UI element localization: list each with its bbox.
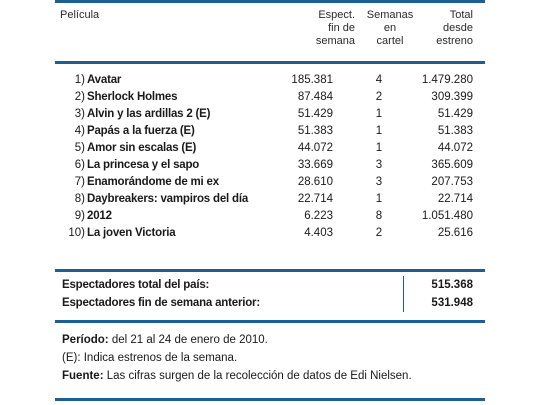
row-total: 1.051.480 [421,210,473,222]
row-total: 309.399 [431,91,473,103]
table-row: 3) Alvin y las ardillas 2 (E) 51.429 1 5… [55,106,485,123]
note-periodo-text: del 21 al 24 de enero de 2010. [108,334,268,346]
row-total: 1.479.280 [421,74,473,86]
row-total: 25.616 [437,227,473,239]
table-row: 10) La joven Victoria 4.403 2 25.616 [55,225,485,242]
row-total: 365.609 [431,159,473,171]
row-espect: 4.403 [304,227,333,239]
row-espect: 51.383 [297,125,333,137]
row-semanas: 3 [375,176,383,188]
note-estrenos: (E): Indica estrenos de la semana. [62,350,237,367]
table-row: 4) Papás a la fuerza (E) 51.383 1 51.383 [55,123,485,140]
row-espect: 51.429 [297,108,333,120]
note-fuente-label: Fuente: [62,370,104,382]
row-title: Papás a la fuerza (E) [87,125,195,137]
note-estrenos-text: Indica estrenos de la semana. [80,352,238,364]
note-fuente-text: Las cifras surgen de la recolección de d… [103,370,412,382]
table-row: 7) Enamorándome de mi ex 28.610 3 207.75… [55,174,485,191]
header-espect-line: fin de [328,22,355,34]
row-rank: 1) [74,74,85,86]
row-semanas: 3 [375,159,383,171]
total-anterior-row: Espectadores fin de semana anterior: 531… [60,295,485,312]
header-semanas-line: Semanas [366,9,414,21]
row-total: 44.072 [437,142,473,154]
row-rank: 6) [74,159,85,171]
row-rank: 5) [74,142,85,154]
row-rank: 10) [68,227,85,239]
totals-divider [403,276,404,312]
header-total-line: desde [443,22,473,34]
row-espect: 185.381 [291,74,333,86]
row-espect: 87.484 [297,91,333,103]
total-pais-row: Espectadores total del país: 515.368 [60,277,485,294]
notes-rule [55,320,485,323]
row-espect: 33.669 [297,159,333,171]
header-pelicula: Película [60,9,100,21]
table-row: 9) 2012 6.223 8 1.051.480 [55,208,485,225]
row-espect: 44.072 [297,142,333,154]
row-title: Amor sin escalas (E) [87,142,197,154]
note-periodo: Período: del 21 al 24 de enero de 2010. [62,332,268,349]
bottom-rule [55,398,485,401]
row-semanas: 2 [375,227,383,239]
row-total: 51.429 [437,108,473,120]
table-row: 1) Avatar 185.381 4 1.479.280 [55,72,485,89]
header-espect: Espect. fin de semana [283,9,355,48]
totals-rule [55,269,485,272]
row-title: La joven Victoria [87,227,176,239]
table-row: 6) La princesa y el sapo 33.669 3 365.60… [55,157,485,174]
header-total: Total desde estreno [419,9,473,48]
row-title: Daybreakers: vampiros del día [87,193,249,205]
header-espect-line: semana [315,35,355,47]
row-title: La princesa y el sapo [87,159,200,171]
row-rank: 9) [74,210,85,222]
total-pais-label: Espectadores total del país: [62,279,210,291]
row-rank: 7) [74,176,85,188]
note-estrenos-label: (E): [62,352,81,364]
row-semanas: 1 [375,125,383,137]
row-rank: 2) [74,91,85,103]
row-semanas: 1 [375,193,383,205]
header-semanas-line: en [383,22,397,34]
row-semanas: 8 [375,210,383,222]
row-semanas: 1 [375,142,383,154]
header-total-line: estreno [436,35,473,47]
row-semanas: 2 [375,91,383,103]
row-semanas: 4 [375,74,383,86]
row-title: Enamorándome de mi ex [87,176,219,188]
header-semanas: Semanas en cartel [361,9,419,48]
table-row: 8) Daybreakers: vampiros del día 22.714 … [55,191,485,208]
row-total: 22.714 [437,193,473,205]
total-pais-value: 515.368 [431,279,473,291]
header-total-line: Total [449,9,473,21]
header-rule [55,61,485,64]
header-semanas-line: cartel [376,35,404,47]
row-semanas: 1 [375,108,383,120]
row-title: 2012 [87,210,112,222]
note-periodo-label: Período: [62,334,109,346]
box-office-table: Película Espect. fin de semana Semanas e… [55,0,485,405]
row-total: 207.753 [431,176,473,188]
row-title: Sherlock Holmes [87,91,178,103]
row-title: Alvin y las ardillas 2 (E) [87,108,211,120]
note-fuente: Fuente: Las cifras surgen de la recolecc… [62,368,412,385]
row-espect: 28.610 [297,176,333,188]
row-espect: 22.714 [297,193,333,205]
row-title: Avatar [87,74,122,86]
row-rank: 4) [74,125,85,137]
total-anterior-value: 531.948 [431,297,473,309]
row-espect: 6.223 [304,210,333,222]
row-rank: 3) [74,108,85,120]
total-anterior-label: Espectadores fin de semana anterior: [62,297,260,309]
table-row: 2) Sherlock Holmes 87.484 2 309.399 [55,89,485,106]
header-espect-line: Espect. [318,9,355,21]
row-total: 51.383 [437,125,473,137]
top-rule [55,0,485,3]
table-row: 5) Amor sin escalas (E) 44.072 1 44.072 [55,140,485,157]
row-rank: 8) [74,193,85,205]
